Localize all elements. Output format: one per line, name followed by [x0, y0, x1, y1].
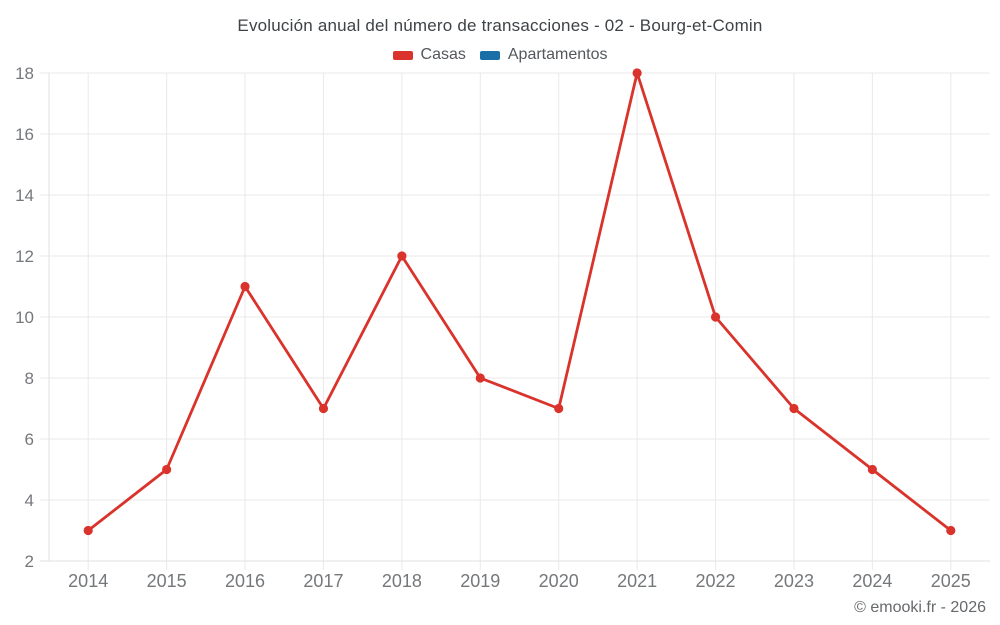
legend-item-apartamentos[interactable]: Apartamentos — [479, 46, 608, 64]
y-tick-label: 18 — [15, 64, 34, 83]
legend: Casas Apartamentos — [0, 46, 1000, 64]
x-tick-label: 2014 — [68, 571, 108, 591]
data-point-casas[interactable] — [397, 251, 407, 261]
x-tick-label: 2015 — [147, 571, 187, 591]
y-tick-label: 12 — [15, 247, 34, 266]
y-tick-label: 4 — [25, 491, 34, 510]
data-point-casas[interactable] — [710, 312, 721, 322]
data-point-casas[interactable] — [867, 464, 877, 475]
x-tick-label: 2019 — [460, 571, 500, 591]
legend-label: Apartamentos — [507, 46, 608, 63]
legend-swatch-icon — [392, 50, 413, 60]
x-tick-label: 2023 — [774, 571, 814, 591]
data-point-casas[interactable] — [632, 68, 642, 78]
data-point-casas[interactable] — [789, 403, 799, 414]
data-point-casas[interactable] — [318, 403, 329, 414]
data-point-casas[interactable] — [83, 525, 93, 536]
data-point-casas[interactable] — [475, 373, 485, 383]
series-line-casas — [86, 71, 953, 532]
x-tick-label: 2025 — [931, 571, 971, 591]
x-tick-label: 2024 — [852, 571, 892, 591]
data-point-casas[interactable] — [240, 281, 250, 292]
y-tick-label: 14 — [15, 186, 34, 205]
x-tick-label: 2017 — [303, 571, 343, 591]
legend-item-casas[interactable]: Casas — [392, 46, 466, 64]
legend-label: Casas — [420, 46, 466, 63]
data-point-casas[interactable] — [554, 403, 564, 414]
x-tick-label: 2022 — [696, 571, 736, 591]
legend-swatch-icon — [479, 50, 500, 60]
data-point-casas[interactable] — [162, 464, 172, 475]
y-tick-label: 16 — [15, 125, 34, 144]
x-tick-label: 2018 — [382, 571, 422, 591]
x-tick-label: 2021 — [617, 571, 657, 591]
y-tick-label: 8 — [25, 369, 34, 388]
data-point-casas[interactable] — [946, 525, 956, 536]
x-tick-label: 2020 — [539, 571, 579, 591]
y-tick-label: 10 — [15, 308, 34, 327]
x-tick-label: 2016 — [225, 571, 265, 591]
copyright-text: © emooki.fr - 2026 — [854, 599, 986, 616]
y-tick-label: 2 — [25, 552, 34, 571]
y-tick-label: 6 — [25, 430, 34, 449]
chart-title: Evolución anual del número de transaccio… — [237, 16, 763, 35]
